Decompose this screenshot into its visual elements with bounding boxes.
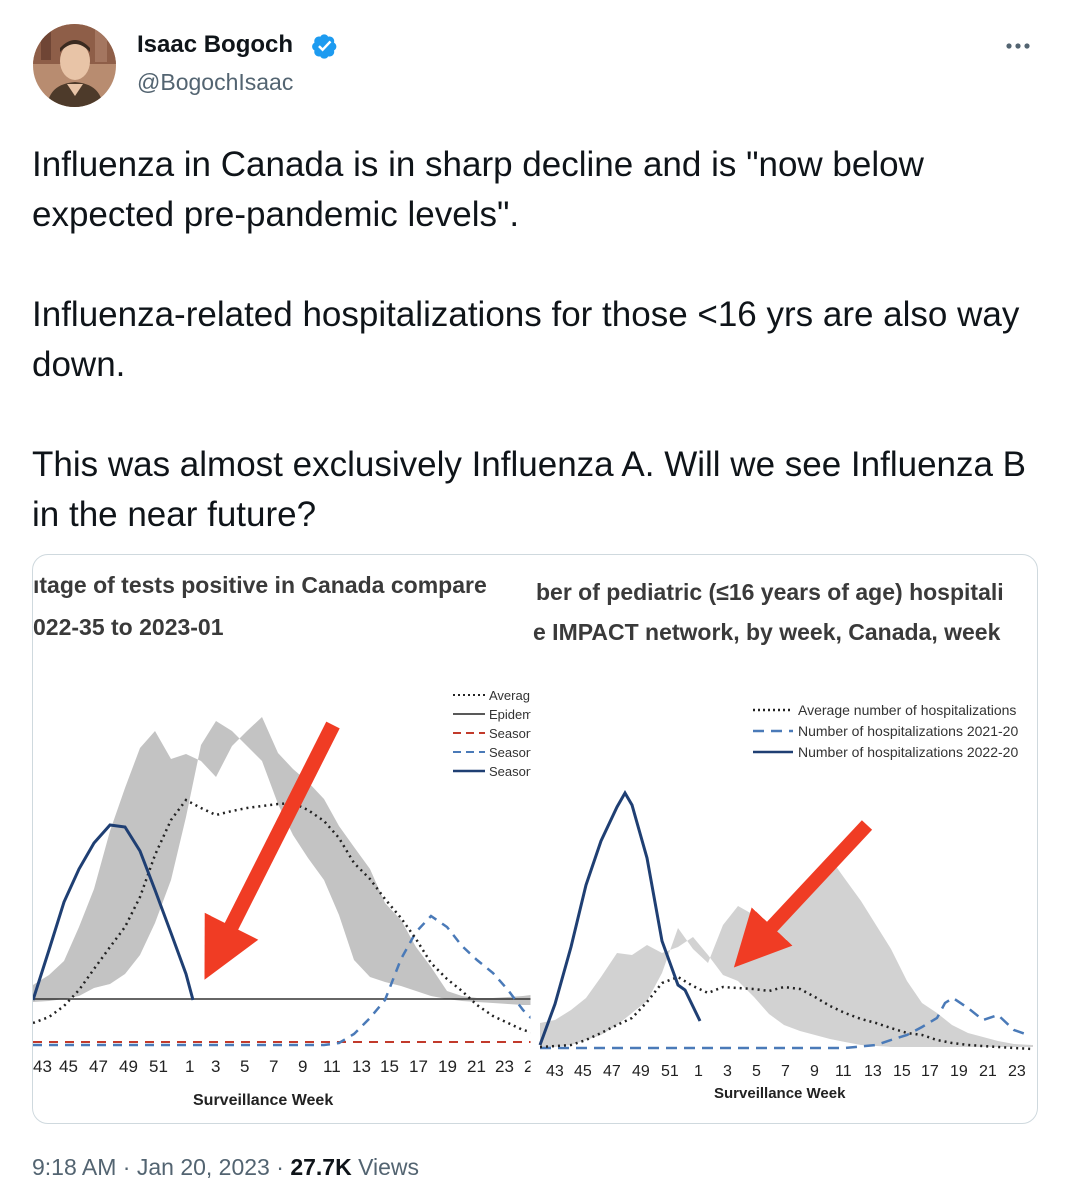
chart-right-xticks: 43 45 47 49 51 1 3 5 7 9 11 13 15 17 19 … <box>546 1063 1026 1080</box>
chart-left-series-previous <box>33 914 532 1047</box>
tweet-meta: 9:18 AM · Jan 20, 2023 · 27.7K Views <box>32 1154 419 1181</box>
chart-right: ber of pediatric (≤16 years of age) hosp… <box>533 579 1034 1102</box>
chart-right-title: ber of pediatric (≤16 years of age) hosp… <box>536 579 1004 605</box>
x-tick: 7 <box>781 1063 790 1080</box>
legend-item: Average number of hospitalizations <box>798 702 1016 718</box>
chart-right-band <box>540 858 1033 1047</box>
author-handle[interactable]: @BogochIsaac <box>137 69 294 95</box>
x-tick: 7 <box>269 1057 278 1076</box>
x-tick: 2 <box>524 1057 533 1076</box>
chart-right-legend: Average number of hospitalizations Numbe… <box>753 702 1018 760</box>
x-tick: 21 <box>979 1063 997 1080</box>
x-tick: 19 <box>438 1057 457 1076</box>
chart-left-title: ıtage of tests positive in Canada compar… <box>33 572 487 598</box>
chart-left: ıtage of tests positive in Canada compar… <box>33 572 533 1109</box>
legend-item: Season <box>489 745 533 760</box>
chart-left-band <box>33 717 531 1005</box>
x-tick: 45 <box>574 1063 592 1080</box>
x-tick: 45 <box>59 1057 78 1076</box>
x-tick: 11 <box>323 1057 341 1076</box>
x-tick: 11 <box>835 1063 852 1080</box>
x-tick: 1 <box>185 1057 194 1076</box>
chart-left-xticks: 43 45 47 49 51 1 3 5 7 9 11 13 15 17 19 … <box>33 1057 533 1076</box>
x-tick: 47 <box>603 1063 621 1080</box>
legend-item: Averag <box>489 688 530 703</box>
x-tick: 23 <box>495 1057 514 1076</box>
x-tick: 49 <box>119 1057 138 1076</box>
x-tick: 49 <box>632 1063 650 1080</box>
legend-item: Number of hospitalizations 2021-20 <box>798 723 1018 739</box>
views-count: 27.7K <box>290 1154 352 1180</box>
chart-left-subtitle: 022-35 to 2023-01 <box>33 614 224 640</box>
chart-left-arrow <box>204 721 340 980</box>
x-tick: 17 <box>921 1063 939 1080</box>
meta-separator: · <box>116 1154 137 1180</box>
tweet-date[interactable]: Jan 20, 2023 <box>136 1154 270 1180</box>
chart-left-series-current <box>33 823 195 1001</box>
x-tick: 23 <box>1008 1063 1026 1080</box>
tweet-text: Influenza in Canada is in sharp decline … <box>32 145 1027 534</box>
x-tick: 51 <box>661 1063 679 1080</box>
x-tick: 15 <box>380 1057 399 1076</box>
legend-item: Epidem <box>489 707 533 722</box>
x-tick: 5 <box>240 1057 249 1076</box>
avatar[interactable] <box>33 24 116 107</box>
tweet-media[interactable]: ıtage of tests positive in Canada compar… <box>32 554 1038 1124</box>
x-tick: 1 <box>694 1063 703 1080</box>
chart-right-arrow <box>733 820 873 968</box>
meta-separator: · <box>269 1154 291 1180</box>
views-label: Views <box>351 1154 420 1180</box>
x-tick: 9 <box>298 1057 307 1076</box>
verified-badge-icon <box>312 34 337 59</box>
author-name[interactable]: Isaac Bogoch <box>137 31 294 58</box>
chart-right-series-previous <box>540 996 1029 1050</box>
avatar-image <box>33 24 116 107</box>
x-tick: 5 <box>752 1063 761 1080</box>
chart-right-xlabel: Surveillance Week <box>714 1085 846 1102</box>
legend-item: Season <box>489 764 533 779</box>
charts-image: ıtage of tests positive in Canada compar… <box>33 555 1034 1123</box>
x-tick: 9 <box>810 1063 819 1080</box>
x-tick: 17 <box>409 1057 428 1076</box>
x-tick: 19 <box>950 1063 968 1080</box>
x-tick: 43 <box>33 1057 52 1076</box>
chart-left-xlabel: Surveillance Week <box>193 1092 333 1109</box>
x-tick: 15 <box>893 1063 911 1080</box>
chart-right-subtitle: e IMPACT network, by week, Canada, week <box>533 619 1001 645</box>
legend-item: Season <box>489 726 533 741</box>
more-options-icon[interactable] <box>1000 28 1036 64</box>
x-tick: 47 <box>89 1057 108 1076</box>
tweet-time[interactable]: 9:18 AM <box>32 1154 117 1180</box>
x-tick: 51 <box>149 1057 168 1076</box>
chart-left-legend: Averag Epidem Season Season Season <box>453 688 533 779</box>
x-tick: 43 <box>546 1063 564 1080</box>
chart-right-series-current <box>538 790 702 1046</box>
legend-item: Number of hospitalizations 2022-20 <box>798 744 1018 760</box>
x-tick: 3 <box>723 1063 732 1080</box>
x-tick: 13 <box>864 1063 882 1080</box>
x-tick: 13 <box>352 1057 371 1076</box>
x-tick: 21 <box>467 1057 486 1076</box>
x-tick: 3 <box>211 1057 220 1076</box>
